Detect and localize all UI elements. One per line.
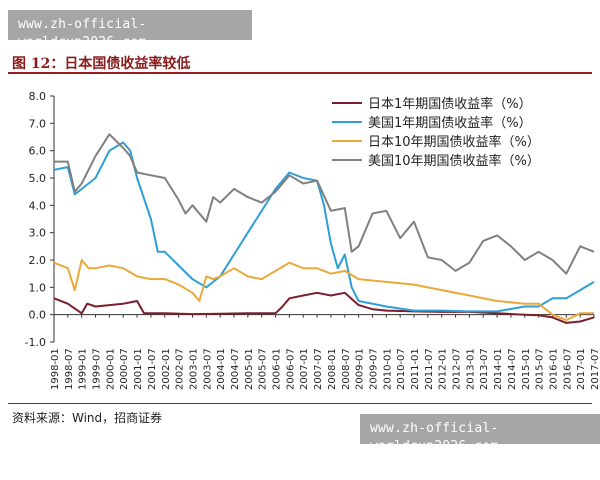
x-tick-label: 2001-07: [147, 348, 158, 390]
x-tick-label: 2004-01: [216, 348, 227, 390]
source-divider: [8, 403, 592, 404]
series-line-1: [53, 291, 595, 324]
y-tick-label: 7.0: [29, 117, 47, 130]
x-tick-label: 2007-01: [299, 348, 310, 390]
yield-chart: 8.07.06.05.04.03.02.01.00.0-1.0 1998-01 1…: [25, 90, 600, 390]
series-layer: [53, 133, 595, 324]
series-line-4: [54, 133, 595, 275]
x-tick-label: 2010-01: [382, 348, 393, 390]
series-line-2: [53, 141, 595, 313]
x-tick-label: 2008-01: [327, 348, 338, 390]
x-tick-label: 2015-01: [521, 348, 532, 390]
x-tick-label: 2002-01: [161, 348, 172, 390]
x-tick-label: 2007-07: [313, 348, 324, 390]
x-tick-label: 2013-07: [479, 348, 490, 390]
y-tick-label: 6.0: [29, 145, 47, 158]
legend-label-2: 美国1年期国债收益率（%）: [368, 115, 532, 131]
x-tick-label: 2017-01: [576, 348, 587, 390]
legend-label-3: 日本10年期国债收益率（%）: [368, 134, 540, 150]
y-tick-label: 2.0: [29, 254, 47, 267]
x-tick-label: 2012-01: [438, 348, 449, 390]
legend: 日本1年期国债收益率（%） 美国1年期国债收益率（%） 日本10年期国债收益率（%）…: [332, 96, 540, 169]
title-divider: [8, 72, 592, 74]
y-axis: 8.0 7.0 6.0 5.0 4.0 3.0 2.0 1.0 0.0 -1.0: [25, 90, 55, 349]
x-tick-label: 2002-07: [175, 348, 186, 390]
watermark-top: www.zh-official-worldcup2026.com: [8, 10, 252, 50]
x-tick-label: 2009-07: [368, 348, 379, 390]
y-tick-label: 1.0: [29, 281, 47, 294]
x-tick-label: 2017-07: [590, 348, 600, 390]
legend-label-1: 日本1年期国债收益率（%）: [368, 96, 532, 112]
x-tick-label: 2015-07: [535, 348, 546, 390]
x-tick-label: 2010-07: [396, 348, 407, 390]
x-tick-label: 2006-07: [285, 348, 296, 390]
x-tick-label: 1998-07: [64, 348, 75, 390]
figure-title: 图 12：日本国债收益率较低: [12, 56, 191, 72]
legend-label-4: 美国10年期国债收益率（%）: [368, 153, 540, 169]
x-tick-label: 2014-01: [493, 348, 504, 390]
x-tick-label: 2000-07: [119, 348, 130, 390]
x-tick-label: 2005-07: [258, 348, 269, 390]
x-tick-label: 2012-07: [452, 348, 463, 390]
x-tick-label: 2013-01: [465, 348, 476, 390]
x-tick-label: 2003-01: [188, 348, 199, 390]
y-tick-label: 5.0: [29, 172, 47, 185]
x-axis: 1998-01 1998-07 1999-01 1999-07 2000-01 2000-…: [50, 314, 600, 390]
x-tick-label: 2011-01: [410, 348, 421, 390]
x-tick-label: 2008-07: [341, 348, 352, 390]
y-tick-label: 3.0: [29, 227, 47, 240]
x-tick-label: 2011-07: [424, 348, 435, 390]
watermark-bottom: www.zh-official-worldcup2026.com: [360, 414, 600, 454]
x-tick-label: 2009-01: [355, 348, 366, 390]
source-note: 资料来源：Wind，招商证券: [12, 411, 163, 425]
x-tick-label: 2003-07: [202, 348, 213, 390]
y-tick-label: -1.0: [25, 336, 46, 349]
x-tick-label: 2016-07: [562, 348, 573, 390]
x-tick-label: 1999-07: [92, 348, 103, 390]
x-tick-label: 2006-01: [272, 348, 283, 390]
y-tick-label: 8.0: [29, 90, 47, 103]
x-tick-label: 2004-07: [230, 348, 241, 390]
x-tick-label: 1999-01: [78, 348, 89, 390]
x-tick-label: 2000-01: [105, 348, 116, 390]
x-tick-label: 2005-01: [244, 348, 255, 390]
x-tick-label: 2016-01: [548, 348, 559, 390]
series-line-3: [53, 259, 594, 322]
y-tick-label: 0.0: [29, 309, 47, 322]
x-tick-label: 1998-01: [50, 348, 61, 390]
y-tick-label: 4.0: [29, 199, 47, 212]
x-tick-label: 2014-07: [507, 348, 518, 390]
x-tick-label: 2001-01: [133, 348, 144, 390]
